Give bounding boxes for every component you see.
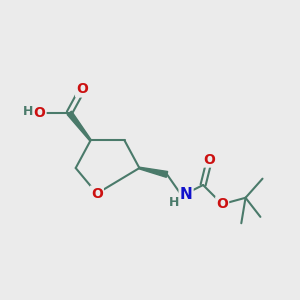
Polygon shape [67,111,91,141]
Text: O: O [34,106,46,120]
Text: O: O [76,82,88,97]
Text: H: H [23,105,33,118]
Text: N: N [180,187,193,202]
Text: O: O [203,153,215,166]
Text: O: O [216,197,228,211]
Text: H: H [169,196,180,208]
Text: O: O [91,187,103,200]
Polygon shape [139,167,168,177]
